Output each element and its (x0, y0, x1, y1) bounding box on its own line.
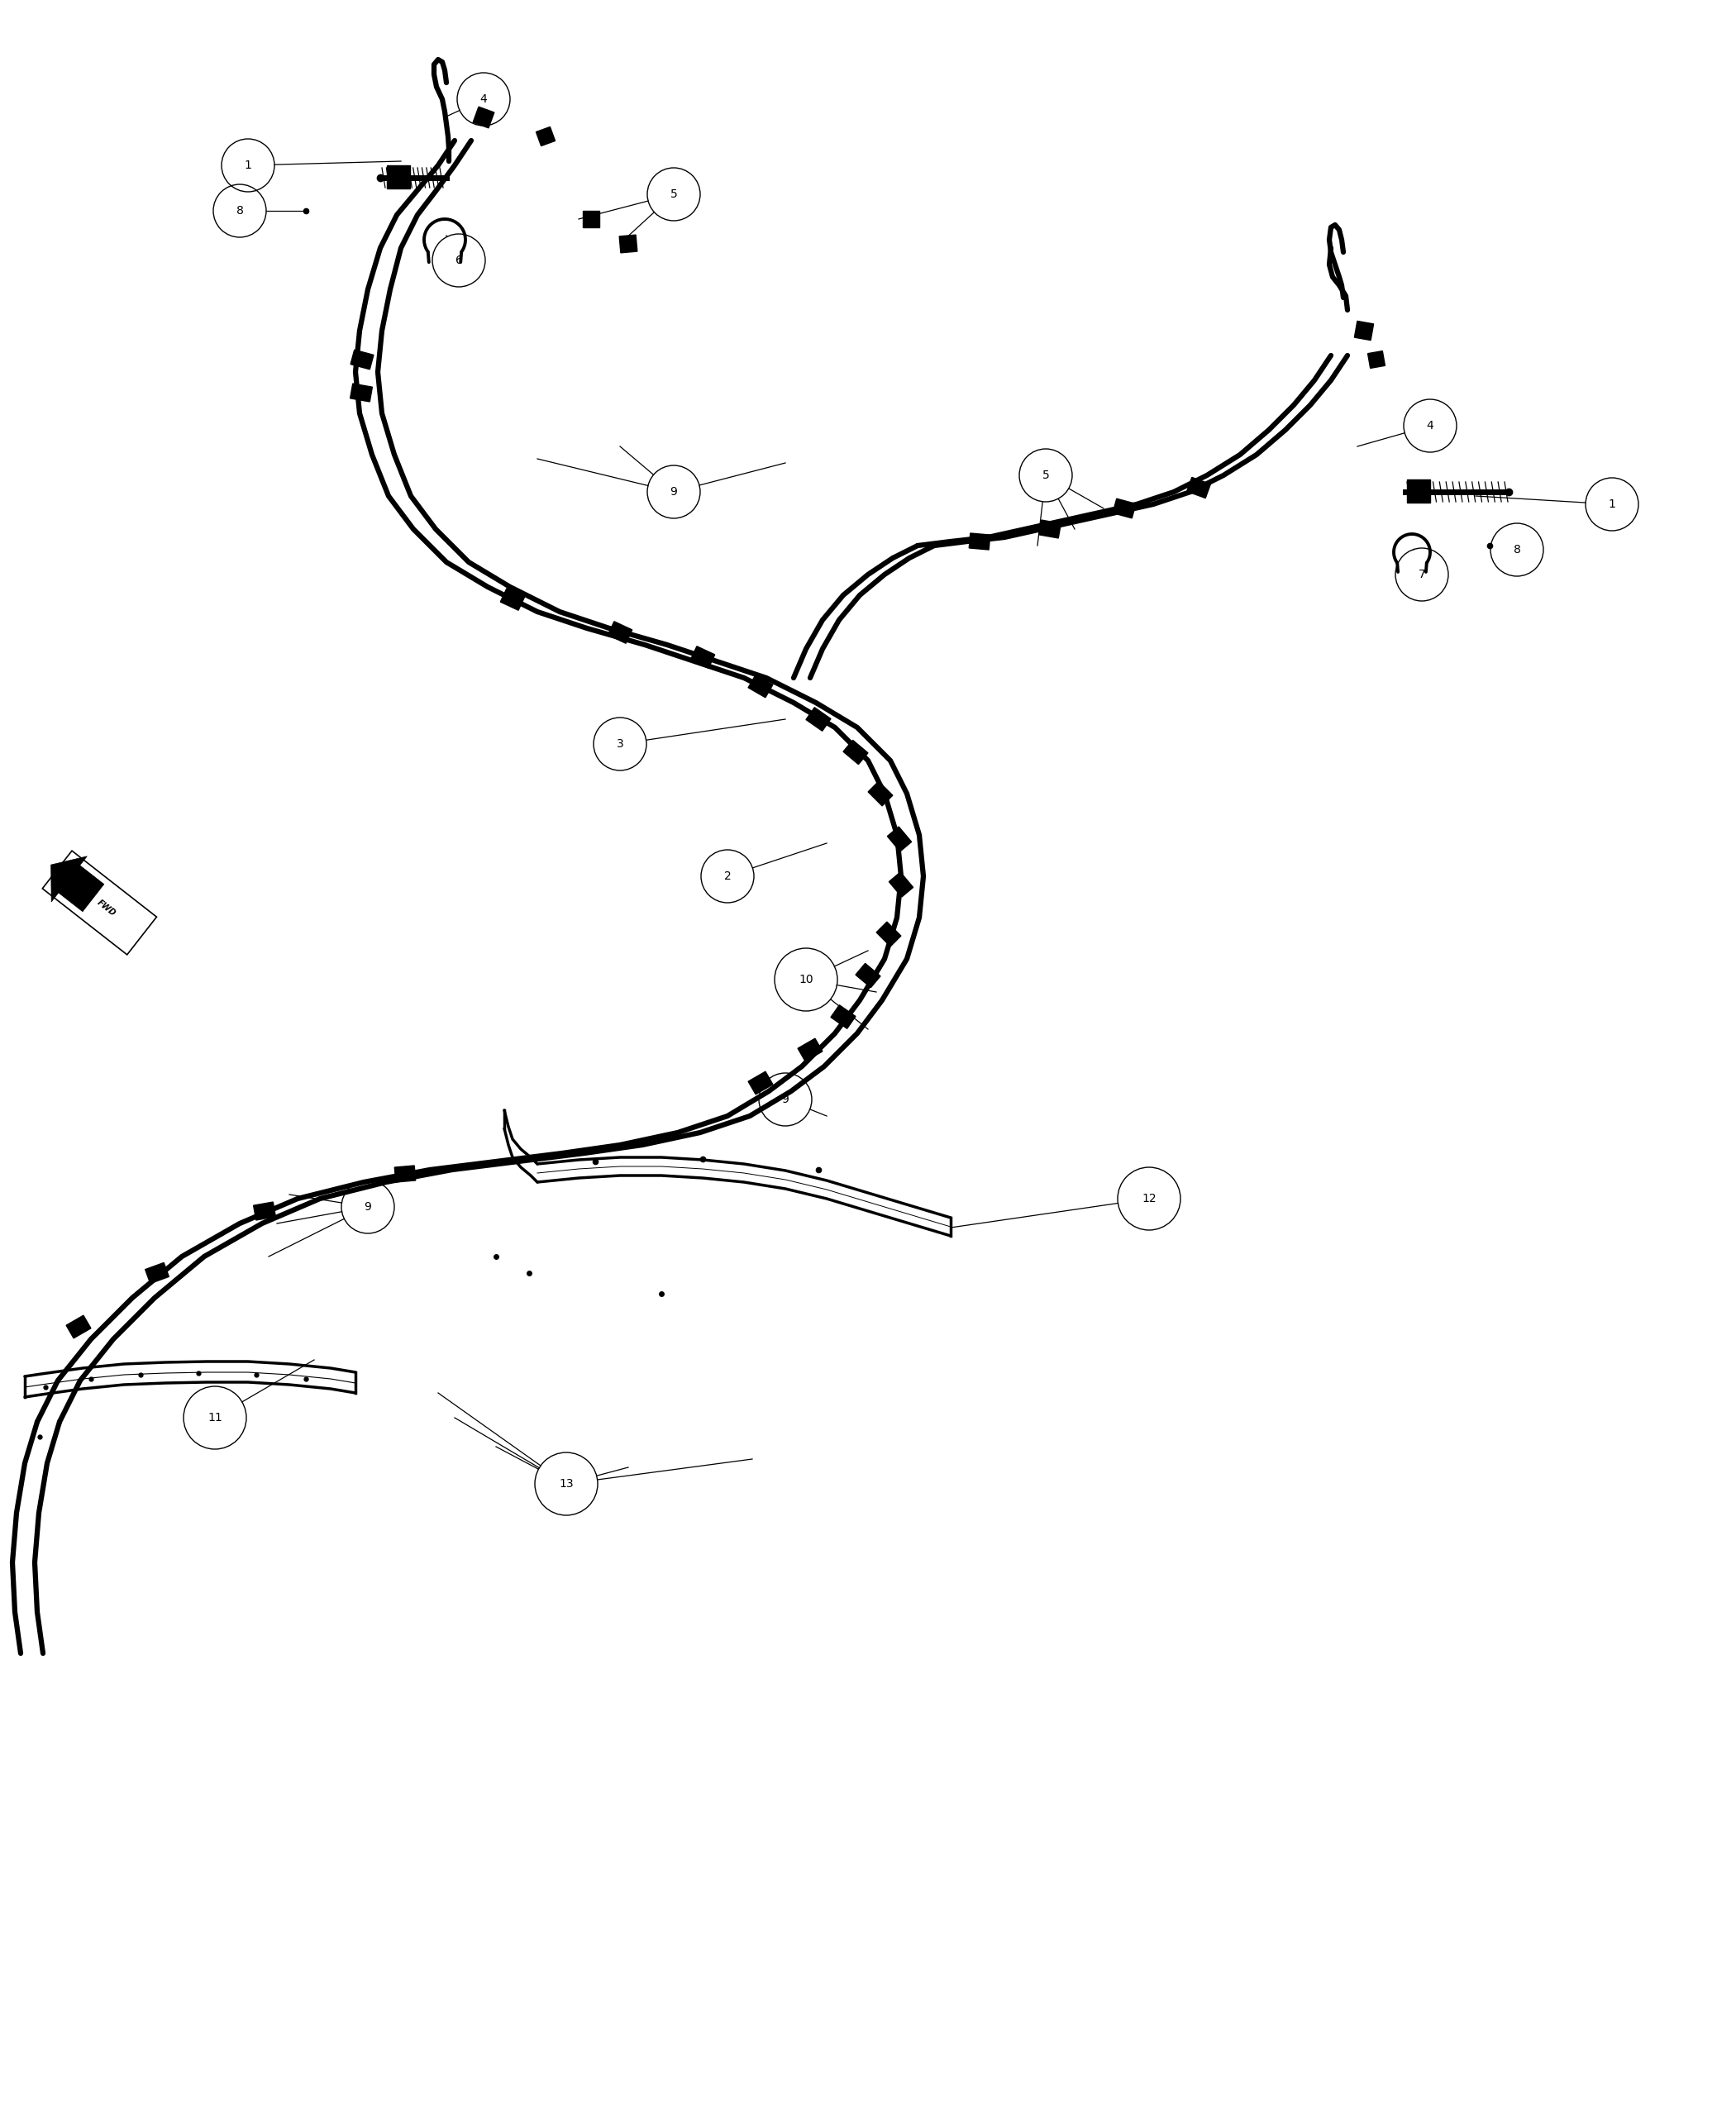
Text: 1: 1 (1608, 497, 1616, 510)
Bar (351, 350, 373, 369)
Text: 6: 6 (455, 255, 462, 266)
Bar (889, 873, 913, 896)
Text: 3: 3 (616, 738, 623, 750)
Bar (66, 1315, 90, 1339)
Bar (877, 921, 901, 946)
Bar (387, 164, 410, 188)
Text: 13: 13 (559, 1478, 573, 1490)
Bar (253, 1202, 276, 1221)
Bar (472, 108, 495, 129)
Bar (536, 126, 556, 145)
Bar (1187, 476, 1210, 497)
Polygon shape (50, 856, 104, 911)
Bar (1368, 350, 1385, 369)
Text: FWD: FWD (95, 898, 118, 917)
Text: 5: 5 (670, 188, 677, 200)
Bar (1038, 521, 1061, 538)
Bar (691, 647, 715, 668)
Bar (887, 826, 911, 852)
Bar (868, 782, 892, 805)
Bar (146, 1263, 168, 1284)
Bar (500, 588, 524, 611)
Text: 9: 9 (781, 1094, 788, 1105)
Bar (748, 675, 773, 698)
Text: 9: 9 (670, 487, 677, 497)
Bar (351, 384, 372, 403)
Text: 8: 8 (236, 204, 243, 217)
Text: 7: 7 (1418, 569, 1425, 580)
Bar (806, 708, 832, 731)
Bar (583, 211, 599, 228)
Text: 8: 8 (1514, 544, 1521, 557)
Bar (748, 1071, 773, 1094)
Bar (1354, 320, 1373, 339)
Bar (394, 1166, 415, 1183)
Bar (1113, 500, 1135, 519)
Text: 11: 11 (208, 1412, 222, 1423)
Text: 5: 5 (1042, 470, 1049, 481)
Text: 2: 2 (724, 871, 731, 881)
Text: 10: 10 (799, 974, 812, 984)
Text: 12: 12 (1142, 1193, 1156, 1204)
Bar (832, 1006, 856, 1029)
Bar (969, 533, 990, 550)
Text: 1: 1 (245, 160, 252, 171)
Text: 9: 9 (365, 1202, 372, 1212)
Bar (1406, 479, 1430, 502)
Bar (844, 740, 868, 765)
Bar (799, 1039, 823, 1060)
Bar (856, 963, 880, 987)
Text: 4: 4 (1427, 419, 1434, 432)
Bar (620, 234, 637, 253)
Bar (608, 622, 632, 643)
Text: 4: 4 (479, 93, 488, 105)
